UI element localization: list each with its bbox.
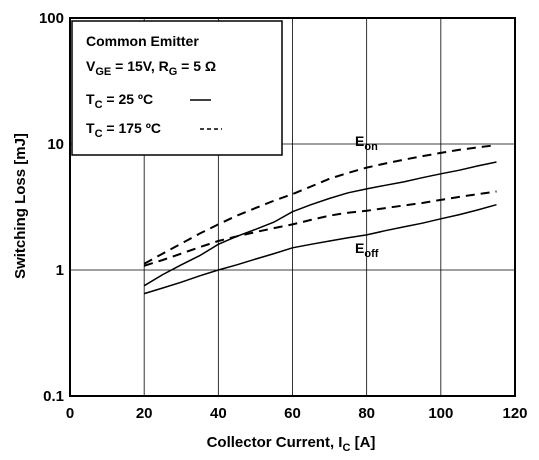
series-line-eoff-175c — [143, 190, 497, 267]
series-line-eon-175c — [143, 144, 497, 265]
x-tick-label: 120 — [502, 405, 527, 422]
y-tick-label: 1 — [56, 262, 64, 279]
legend-box — [71, 20, 283, 156]
x-tick-label: 20 — [136, 405, 153, 422]
legend-entry-175c: TC = 175 ºC — [86, 120, 161, 140]
series-line-eon-25c — [143, 161, 497, 287]
series-line-eoff-25c — [143, 203, 497, 295]
x-tick-label: 40 — [210, 405, 227, 422]
tick-labels: 0 20 40 60 80 100 120 0.1 1 10 100 — [39, 10, 528, 422]
curve-label-eoff: Eoff — [355, 240, 379, 260]
y-tick-label: 10 — [47, 136, 64, 153]
legend: Common Emitter VGE = 15V, RG = 5 Ω TC = … — [71, 20, 283, 156]
x-tick-label: 0 — [66, 405, 74, 422]
x-tick-label: 80 — [358, 405, 375, 422]
curve-label-eon: Eon — [355, 133, 378, 153]
y-axis-title: Switching Loss [mJ] — [12, 133, 29, 279]
legend-entry-25c: TC = 25 ºC — [86, 91, 153, 111]
legend-conditions: VGE = 15V, RG = 5 Ω — [86, 58, 216, 78]
plot-frame — [69, 17, 516, 397]
y-tick-label: 100 — [39, 10, 64, 27]
x-axis-title: Collector Current, IC [A] — [207, 434, 376, 454]
x-tick-label: 60 — [284, 405, 301, 422]
series-lines — [143, 144, 497, 295]
legend-title: Common Emitter — [86, 33, 199, 49]
x-tick-label: 100 — [428, 405, 453, 422]
y-tick-label: 0.1 — [43, 388, 64, 405]
